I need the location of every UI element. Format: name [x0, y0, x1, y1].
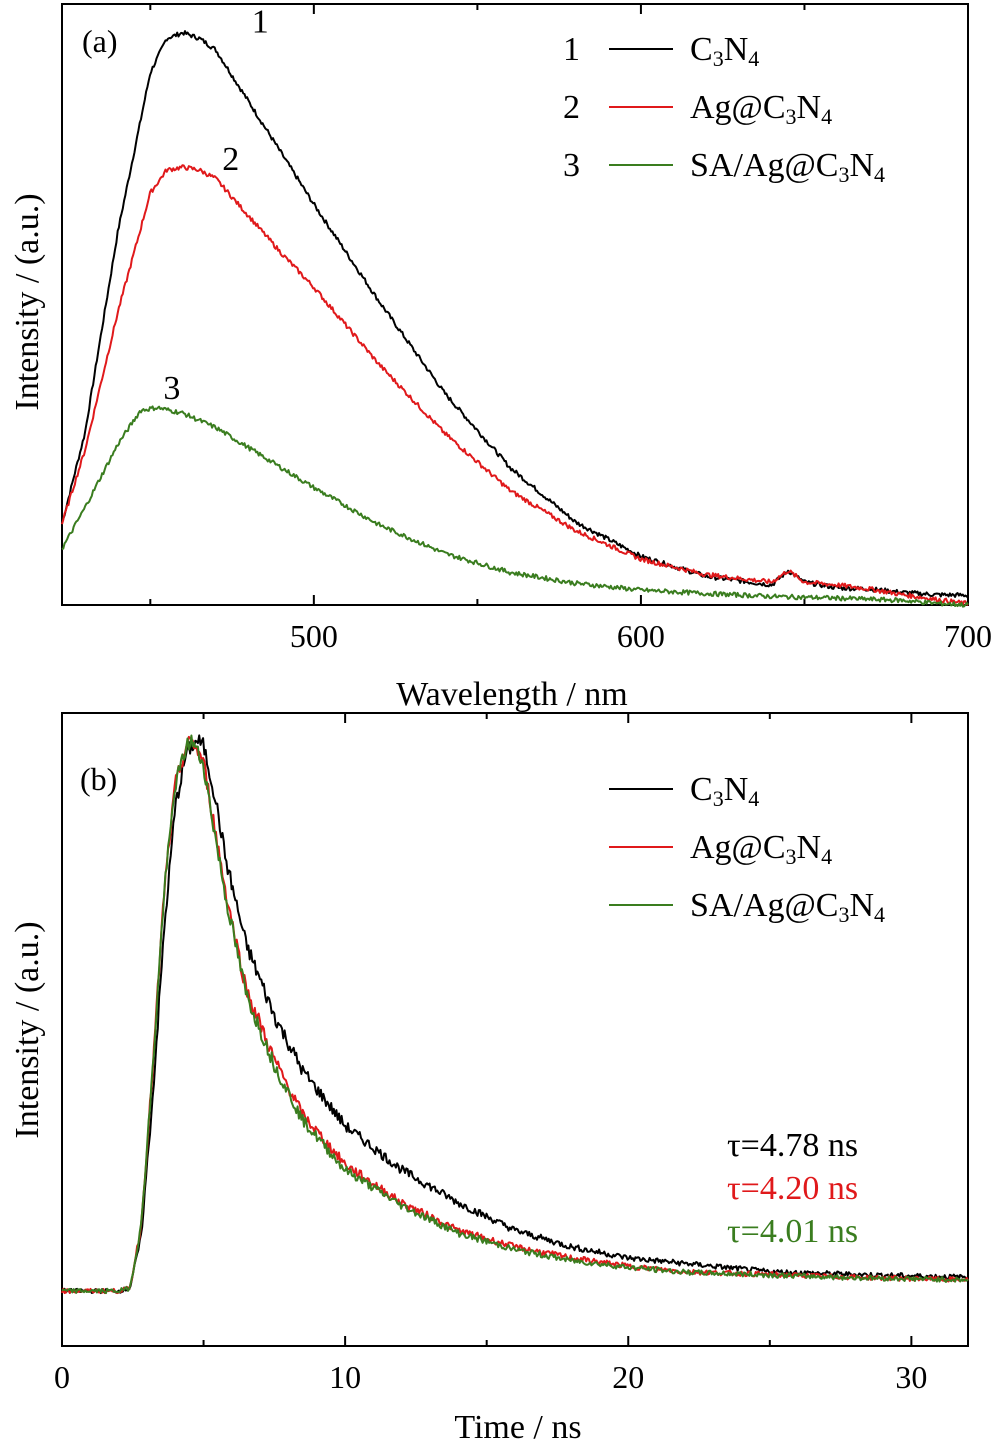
- legend-label: Ag@C3N4: [690, 89, 832, 129]
- series-line-3: [61, 734, 969, 1295]
- panel-b-lifetime-annotations: τ=4.78 ns τ=4.20 ns τ=4.01 ns: [727, 1127, 858, 1250]
- panel-b-y-axis-title: Intensity / (a.u.): [9, 921, 46, 1138]
- panel-a-chart: 500 600 700 (a) Wavelength / nm Intensity …: [9, 3, 992, 713]
- curve-number-label: 3: [163, 370, 180, 407]
- panel-b-series: [61, 734, 969, 1295]
- panel-b-x-axis-title: Time / ns: [454, 1409, 581, 1446]
- panel-a-frame: [61, 3, 969, 606]
- panel-b-frame: [61, 712, 969, 1347]
- legend-number: 2: [563, 89, 580, 126]
- panel-b-chart: 0 10 20 30 (b) Time / ns Intensity / (a.u.)…: [9, 712, 969, 1446]
- curve-number-label: 1: [252, 4, 269, 41]
- series-line-2: [61, 164, 969, 607]
- panel-a-ticks: 500 600 700: [149, 4, 992, 654]
- legend-number: 3: [563, 147, 580, 184]
- x-tick-label: 10: [329, 1359, 361, 1395]
- panel-b-ticks: 0 10 20 30: [54, 713, 927, 1395]
- legend-label: C3N4: [690, 31, 759, 71]
- panel-b-legend: C3N4 Ag@C3N4 SA/Ag@C3N4: [609, 771, 885, 927]
- panel-a-legend: 1 C3N4 2 Ag@C3N4 3 SA/Ag@C3N4: [563, 31, 885, 187]
- x-tick-label: 600: [617, 618, 665, 654]
- series-line-3: [61, 405, 969, 608]
- x-tick-label: 500: [290, 618, 338, 654]
- lifetime-label: τ=4.01 ns: [727, 1213, 858, 1250]
- series-line-2: [61, 735, 969, 1295]
- x-tick-label: 0: [54, 1359, 70, 1395]
- lifetime-label: τ=4.78 ns: [727, 1127, 858, 1164]
- panel-a-tag: (a): [82, 23, 118, 59]
- panel-a-x-axis-title: Wavelength / nm: [396, 676, 627, 713]
- x-tick-label: 30: [895, 1359, 927, 1395]
- legend-label: Ag@C3N4: [690, 829, 832, 869]
- x-tick-label: 20: [612, 1359, 644, 1395]
- curve-number-label: 2: [222, 141, 239, 178]
- legend-label: SA/Ag@C3N4: [690, 147, 885, 187]
- panel-a-curve-labels: 1 2 3: [163, 4, 268, 407]
- series-line-1: [61, 30, 969, 598]
- x-tick-label: 700: [944, 618, 992, 654]
- legend-label: C3N4: [690, 771, 759, 811]
- panel-a-series: [61, 30, 969, 608]
- legend-label: SA/Ag@C3N4: [690, 887, 885, 927]
- panel-b-tag: (b): [80, 761, 117, 797]
- lifetime-label: τ=4.20 ns: [727, 1170, 858, 1207]
- panel-a-y-axis-title: Intensity / (a.u.): [9, 193, 46, 410]
- legend-number: 1: [563, 31, 580, 68]
- series-line-1: [61, 734, 969, 1295]
